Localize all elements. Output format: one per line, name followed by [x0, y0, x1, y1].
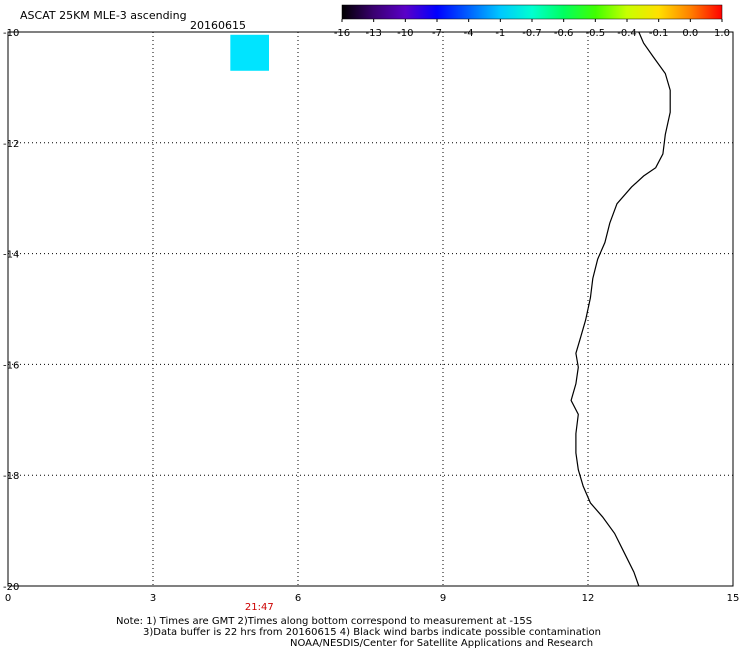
- colorbar: -16 -13 -10 -7 -4 -1 -0.7 -0.6 -0.5 -0.4 -0.1 0.0 1.…: [334, 4, 730, 39]
- x-tick-label: 9: [440, 593, 446, 604]
- y-tick-label: -12: [3, 139, 19, 150]
- plot-frame: [7, 31, 734, 587]
- colorbar-label: -1: [495, 28, 505, 39]
- colorbar-label: -0.4: [617, 28, 637, 39]
- colorbar-label: -10: [397, 28, 413, 39]
- x-tick-label: 12: [582, 593, 595, 604]
- map-plot: 0 3 6 9 12 15 -10 -12 -14 -16 -18 -20 21:47: [3, 28, 739, 613]
- colorbar-label: 0.0: [682, 28, 698, 39]
- colorbar-label: -0.6: [554, 28, 574, 39]
- product-date: 20160615: [190, 19, 246, 32]
- colorbar-label: -4: [464, 28, 474, 39]
- y-tick-label: -14: [3, 250, 19, 261]
- colorbar-label: -7: [432, 28, 442, 39]
- colorbar-label: 1.0: [714, 28, 730, 39]
- colorbar-label: -0.1: [649, 28, 669, 39]
- x-tick-label: 3: [150, 593, 156, 604]
- y-tick-label: -18: [3, 471, 19, 482]
- product-title: ASCAT 25KM MLE-3 ascending: [20, 9, 187, 22]
- wind-data-cell: [230, 34, 269, 71]
- coastline: [570, 31, 671, 587]
- x-tick-label: 15: [727, 593, 740, 604]
- colorbar-gradient: [341, 4, 723, 20]
- colorbar-label: -16: [334, 28, 350, 39]
- note-line-2: 3)Data buffer is 22 hrs from 20160615 4)…: [143, 627, 601, 638]
- colorbar-label: -13: [365, 28, 381, 39]
- note-line-1: Note: 1) Times are GMT 2)Times along bot…: [116, 616, 533, 627]
- colorbar-label: -0.7: [522, 28, 542, 39]
- y-tick-label: -10: [3, 28, 19, 39]
- x-tick-label: 0: [5, 593, 11, 604]
- x-tick-label: 6: [295, 593, 301, 604]
- measurement-time-label: 21:47: [245, 602, 274, 613]
- y-tick-label: -20: [3, 582, 19, 593]
- y-tick-label: -16: [3, 360, 19, 371]
- note-line-3: NOAA/NESDIS/Center for Satellite Applica…: [290, 638, 594, 649]
- colorbar-label: -0.5: [586, 28, 606, 39]
